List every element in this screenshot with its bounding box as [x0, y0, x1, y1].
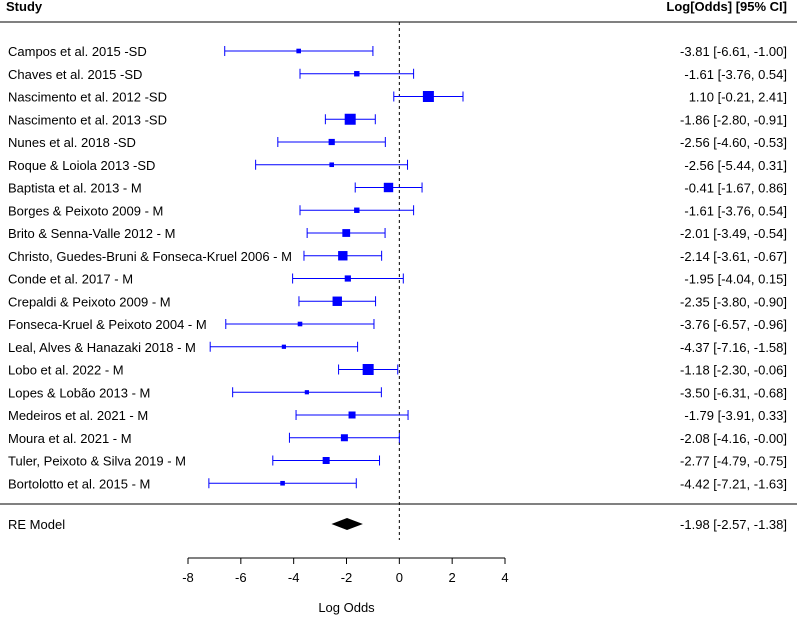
point-estimate [322, 457, 330, 464]
study-name: Fonseca-Kruel & Peixoto 2004 - M [8, 317, 207, 332]
point-estimate [296, 48, 301, 54]
point-estimate [332, 296, 342, 306]
study-estimate-ci: -1.61 [-3.76, 0.54] [684, 67, 787, 82]
summary-estimate-ci: -1.98 [-2.57, -1.38] [680, 517, 787, 532]
point-estimate [383, 182, 394, 193]
study-name: Crepaldi & Peixoto 2009 - M [8, 294, 171, 309]
x-tick-label: -8 [182, 570, 194, 585]
x-tick-label: 2 [449, 570, 456, 585]
study-row: Nunes et al. 2018 -SD -2.56 [-4.60, -0.53… [8, 135, 787, 150]
study-row: Leal, Alves & Hanazaki 2018 - M -4.37 [-7… [8, 340, 787, 355]
study-estimate-ci: -3.81 [-6.61, -1.00] [680, 44, 787, 59]
study-estimate-ci: -2.14 [-3.61, -0.67] [680, 249, 787, 264]
study-row: Fonseca-Kruel & Peixoto 2004 - M -3.76 [-… [8, 317, 787, 332]
study-row: Nascimento et al. 2012 -SD 1.10 [-0.21, 2… [8, 90, 787, 105]
summary-diamond [331, 518, 363, 530]
study-row: Roque & Loiola 2013 -SD -2.56 [-5.44, 0.3… [8, 158, 787, 173]
x-tick-label: 0 [396, 570, 403, 585]
study-name: Conde et al. 2017 - M [8, 272, 133, 287]
study-row: Medeiros et al. 2021 - M -1.79 [-3.91, 0.… [8, 408, 787, 423]
study-estimate-ci: -2.56 [-5.44, 0.31] [684, 158, 787, 173]
study-row: Lobo et al. 2022 - M -1.18 [-2.30, -0.06] [8, 363, 787, 378]
point-estimate [344, 275, 351, 282]
study-estimate-ci: -3.76 [-6.57, -0.96] [680, 317, 787, 332]
study-estimate-ci: -4.37 [-7.16, -1.58] [680, 340, 787, 355]
x-tick-label: 4 [501, 570, 508, 585]
point-estimate [297, 321, 303, 327]
x-axis: -8 -6 -4 -2 0 2 4 [182, 557, 509, 585]
study-row: Chaves et al. 2015 -SD -1.61 [-3.76, 0.54… [8, 67, 787, 82]
x-axis-label: Log Odds [318, 600, 375, 615]
point-estimate [338, 251, 348, 261]
point-estimate [354, 207, 360, 213]
study-column-header: Study [6, 0, 43, 14]
study-name: Moura et al. 2021 - M [8, 431, 132, 446]
summary-row: RE Model -1.98 [-2.57, -1.38] [8, 517, 787, 532]
study-estimate-ci: -1.86 [-2.80, -0.91] [680, 112, 787, 127]
study-estimate-ci: -1.61 [-3.76, 0.54] [684, 203, 787, 218]
study-name: Roque & Loiola 2013 -SD [8, 158, 155, 173]
study-estimate-ci: -4.42 [-7.21, -1.63] [680, 476, 787, 491]
study-estimate-ci: -1.79 [-3.91, 0.33] [684, 408, 787, 423]
point-estimate [342, 229, 351, 237]
study-name: Nascimento et al. 2012 -SD [8, 90, 167, 105]
study-estimate-ci: -2.35 [-3.80, -0.90] [680, 294, 787, 309]
study-row: Nascimento et al. 2013 -SD -1.86 [-2.80, … [8, 112, 787, 127]
x-tick-label: -4 [288, 570, 300, 585]
study-estimate-ci: -3.50 [-6.31, -0.68] [680, 385, 787, 400]
x-tick-label: -2 [341, 570, 353, 585]
study-row: Lopes & Lobão 2013 - M -3.50 [-6.31, -0.6… [8, 385, 787, 400]
point-estimate [281, 344, 286, 349]
study-name: Campos et al. 2015 -SD [8, 44, 147, 59]
study-name: Chaves et al. 2015 -SD [8, 67, 142, 82]
study-estimate-ci: -2.08 [-4.16, -0.00] [680, 431, 787, 446]
study-name: Baptista et al. 2013 - M [8, 181, 142, 196]
study-estimate-ci: -1.18 [-2.30, -0.06] [680, 363, 787, 378]
estimate-column-header: Log[Odds] [95% CI] [666, 0, 787, 14]
study-name: Tuler, Peixoto & Silva 2019 - M [8, 454, 186, 469]
study-name: Borges & Peixoto 2009 - M [8, 203, 163, 218]
study-row: Crepaldi & Peixoto 2009 - M -2.35 [-3.80,… [8, 294, 787, 309]
point-estimate [280, 480, 285, 486]
point-estimate [348, 411, 356, 419]
study-estimate-ci: -2.56 [-4.60, -0.53] [680, 135, 787, 150]
point-estimate [344, 113, 356, 125]
study-row: Bortolotto et al. 2015 - M -4.42 [-7.21, … [8, 476, 787, 491]
study-estimate-ci: -2.01 [-3.49, -0.54] [680, 226, 787, 241]
study-row: Borges & Peixoto 2009 - M -1.61 [-3.76, 0… [8, 203, 787, 218]
study-estimate-ci: -1.95 [-4.04, 0.15] [684, 272, 787, 287]
study-row: Christo, Guedes-Bruni & Fonseca-Kruel 20… [8, 249, 787, 264]
study-estimate-ci: -2.77 [-4.79, -0.75] [680, 454, 787, 469]
point-estimate [329, 162, 335, 168]
point-estimate [340, 434, 348, 442]
study-name: Nascimento et al. 2013 -SD [8, 112, 167, 127]
point-estimate [354, 71, 360, 77]
summary-name: RE Model [8, 517, 65, 532]
point-estimate [422, 91, 434, 102]
study-estimate-ci: 1.10 [-0.21, 2.41] [689, 90, 787, 105]
study-row: Conde et al. 2017 - M -1.95 [-4.04, 0.15] [8, 272, 787, 287]
study-row: Baptista et al. 2013 - M -0.41 [-1.67, 0.… [8, 181, 787, 196]
study-rows: Campos et al. 2015 -SD -3.81 [-6.61, -1.0… [8, 44, 787, 491]
study-row: Moura et al. 2021 - M -2.08 [-4.16, -0.00… [8, 431, 787, 446]
study-name: Lobo et al. 2022 - M [8, 363, 124, 378]
point-estimate [362, 364, 374, 375]
study-row: Brito & Senna-Valle 2012 - M -2.01 [-3.49… [8, 226, 787, 241]
study-estimate-ci: -0.41 [-1.67, 0.86] [684, 181, 787, 196]
point-estimate [328, 138, 335, 146]
study-name: Christo, Guedes-Bruni & Fonseca-Kruel 20… [8, 249, 292, 264]
study-name: Brito & Senna-Valle 2012 - M [8, 226, 175, 241]
study-name: Leal, Alves & Hanazaki 2018 - M [8, 340, 196, 355]
study-name: Medeiros et al. 2021 - M [8, 408, 148, 423]
study-name: Nunes et al. 2018 -SD [8, 135, 136, 150]
point-estimate [304, 390, 309, 395]
study-name: Lopes & Lobão 2013 - M [8, 385, 150, 400]
x-tick-label: -6 [235, 570, 247, 585]
study-row: Tuler, Peixoto & Silva 2019 - M -2.77 [-4… [8, 454, 787, 469]
study-name: Bortolotto et al. 2015 - M [8, 476, 150, 491]
study-row: Campos et al. 2015 -SD -3.81 [-6.61, -1.0… [8, 44, 787, 59]
